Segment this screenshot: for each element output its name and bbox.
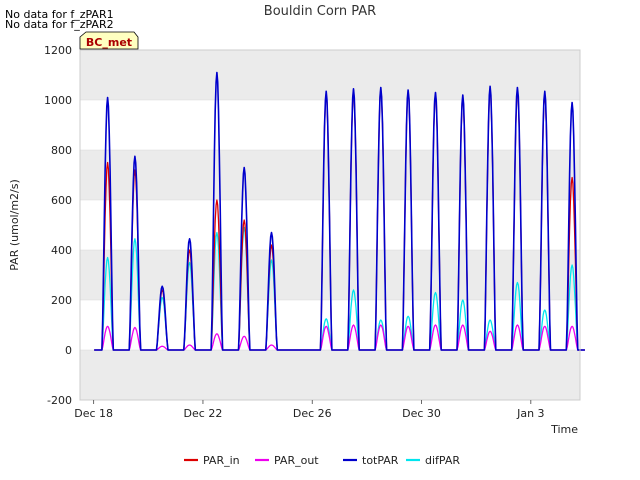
- y-tick-label-5: 800: [51, 144, 72, 157]
- band-6: [80, 50, 580, 100]
- x-tick-label-0: Dec 18: [74, 407, 113, 420]
- y-tick-label-7: 1200: [44, 44, 72, 57]
- y-axis-ticks: -200 0 200 400 600 800 1000 1200: [44, 44, 72, 407]
- y-tick-label-6: 1000: [44, 94, 72, 107]
- y-tick-label-0: -200: [47, 394, 72, 407]
- legend: PAR_in PAR_out totPAR difPAR: [184, 454, 460, 467]
- y-tick-label-4: 600: [51, 194, 72, 207]
- x-tick-label-2: Dec 26: [293, 407, 332, 420]
- no-data-note-2: No data for f_zPAR2: [5, 18, 114, 31]
- bc-met-badge: BC_met: [79, 31, 139, 50]
- legend-label-totPAR: totPAR: [362, 454, 399, 467]
- x-tick-label-4: Jan 3: [516, 407, 544, 420]
- y-tick-label-3: 400: [51, 244, 72, 257]
- background-bands: [80, 50, 580, 400]
- band-0: [80, 350, 580, 400]
- badge-shape: [79, 31, 139, 50]
- legend-label-difPAR: difPAR: [425, 454, 460, 467]
- chart-title: Bouldin Corn PAR: [264, 4, 376, 19]
- band-4: [80, 150, 580, 200]
- x-tick-label-1: Dec 22: [184, 407, 223, 420]
- legend-label-PAR_in: PAR_in: [203, 454, 240, 467]
- x-axis-label: Time: [550, 423, 578, 436]
- legend-label-PAR_out: PAR_out: [274, 454, 319, 467]
- series-lines: [94, 71, 585, 351]
- y-tick-label-1: 0: [65, 344, 72, 357]
- y-tick-label-2: 200: [51, 294, 72, 307]
- series-PAR_in: [94, 88, 585, 351]
- series-totPAR: [94, 71, 585, 351]
- plot-frame: [79, 49, 581, 401]
- x-tick-label-3: Dec 30: [402, 407, 441, 420]
- no-data-note-1: No data for f_zPAR1: [5, 8, 114, 21]
- x-axis-ticks: Dec 18 Dec 22 Dec 26 Dec 30 Jan 3: [74, 400, 545, 420]
- y-axis-label: PAR (umol/m2/s): [8, 179, 21, 271]
- badge-label: BC_met: [86, 36, 132, 49]
